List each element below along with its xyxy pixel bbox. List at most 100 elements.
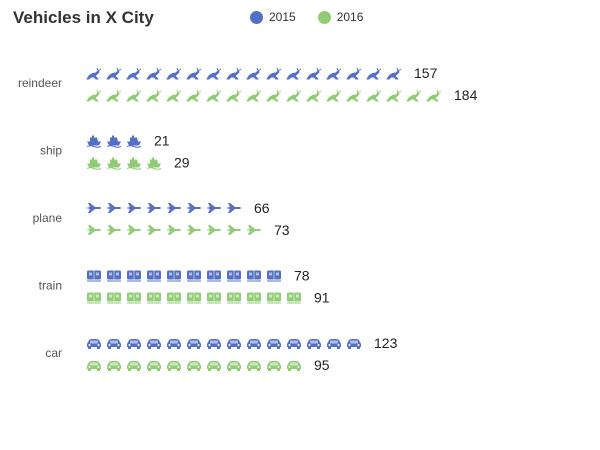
reindeer-icon [266, 67, 282, 80]
car-icon [307, 339, 321, 349]
car-icon [107, 339, 121, 349]
train-icon [87, 270, 101, 282]
reindeer-icon [166, 67, 182, 80]
legend-marker-2015 [250, 10, 263, 24]
value-label-reindeer-2015: 157 [414, 65, 438, 81]
car-icon [147, 339, 161, 349]
value-label-train-2016: 91 [314, 290, 330, 306]
legend-marker-2016 [317, 10, 331, 24]
legend-label-2016: 2016 [336, 10, 364, 24]
train-icon [247, 270, 261, 282]
bar-reindeer-2016[interactable] [86, 89, 442, 102]
car-icon [267, 361, 281, 371]
train-icon [207, 270, 221, 282]
train-icon [227, 292, 241, 304]
reindeer-icon [106, 89, 122, 102]
car-icon [287, 361, 301, 371]
plane-icon [206, 203, 221, 213]
reindeer-icon [346, 89, 362, 102]
car-icon [347, 339, 361, 349]
bar-ship-2016[interactable] [86, 157, 162, 170]
car-icon [207, 361, 221, 371]
plane-icon [86, 225, 101, 235]
value-label-ship-2015: 21 [154, 133, 170, 149]
reindeer-icon [246, 89, 262, 102]
legend-item-2015[interactable]: 2015 [250, 10, 296, 24]
reindeer-icon [386, 67, 402, 80]
train-icon [207, 292, 221, 304]
plane-icon [206, 225, 221, 235]
car-icon [247, 361, 261, 371]
value-label-car-2016: 95 [314, 357, 330, 373]
plane-icon [186, 203, 201, 213]
reindeer-icon [106, 67, 122, 80]
bar-plane-2016[interactable] [86, 225, 261, 235]
plane-icon [146, 225, 161, 235]
bar-reindeer-2015[interactable] [86, 67, 402, 80]
train-icon [267, 292, 281, 304]
car-icon [167, 339, 181, 349]
reindeer-icon [286, 89, 302, 102]
plane-icon [126, 225, 141, 235]
reindeer-icon [126, 67, 142, 80]
reindeer-icon [186, 67, 202, 80]
reindeer-icon [406, 89, 422, 102]
car-icon [87, 361, 101, 371]
ship-icon [126, 157, 142, 170]
bar-plane-2015[interactable] [86, 203, 241, 213]
reindeer-icon [246, 67, 262, 80]
value-label-train-2015: 78 [294, 268, 310, 284]
car-icon [287, 339, 301, 349]
category-label-train: train [39, 279, 62, 293]
category-label-reindeer: reindeer [18, 76, 62, 90]
train-icon [127, 270, 141, 282]
bar-car-2015[interactable] [87, 339, 361, 349]
train-icon [127, 292, 141, 304]
bar-car-2016[interactable] [87, 361, 301, 371]
car-icon [127, 339, 141, 349]
bar-train-2016[interactable] [87, 292, 301, 304]
category-label-plane: plane [33, 211, 63, 225]
plane-icon [166, 203, 181, 213]
plane-icon [166, 225, 181, 235]
ship-icon [126, 135, 142, 148]
train-icon [147, 270, 161, 282]
plane-icon [106, 225, 121, 235]
train-icon [227, 270, 241, 282]
reindeer-icon [226, 67, 242, 80]
reindeer-icon [86, 89, 102, 102]
reindeer-icon [146, 67, 162, 80]
ship-icon [86, 135, 102, 148]
reindeer-icon [166, 89, 182, 102]
car-icon [227, 339, 241, 349]
reindeer-icon [426, 89, 442, 102]
car-icon [327, 339, 341, 349]
reindeer-icon [326, 89, 342, 102]
train-icon [107, 292, 121, 304]
bar-train-2015[interactable] [87, 270, 281, 282]
ship-icon [146, 157, 162, 170]
reindeer-icon [146, 89, 162, 102]
legend-item-2016[interactable]: 2016 [317, 10, 364, 24]
train-icon [267, 270, 281, 282]
bar-ship-2015[interactable] [86, 135, 142, 148]
reindeer-icon [226, 89, 242, 102]
reindeer-icon [366, 67, 382, 80]
plane-icon [146, 203, 161, 213]
reindeer-icon [366, 89, 382, 102]
value-label-plane-2015: 66 [254, 200, 270, 216]
plane-icon [246, 225, 261, 235]
train-icon [167, 292, 181, 304]
plane-icon [226, 203, 241, 213]
legend: 2015 2016 [250, 10, 385, 24]
reindeer-icon [86, 67, 102, 80]
plane-icon [126, 203, 141, 213]
train-icon [187, 292, 201, 304]
car-icon [167, 361, 181, 371]
value-label-ship-2016: 29 [174, 155, 190, 171]
chart-title: Vehicles in X City [13, 8, 154, 27]
car-icon [147, 361, 161, 371]
car-icon [107, 361, 121, 371]
car-icon [247, 339, 261, 349]
